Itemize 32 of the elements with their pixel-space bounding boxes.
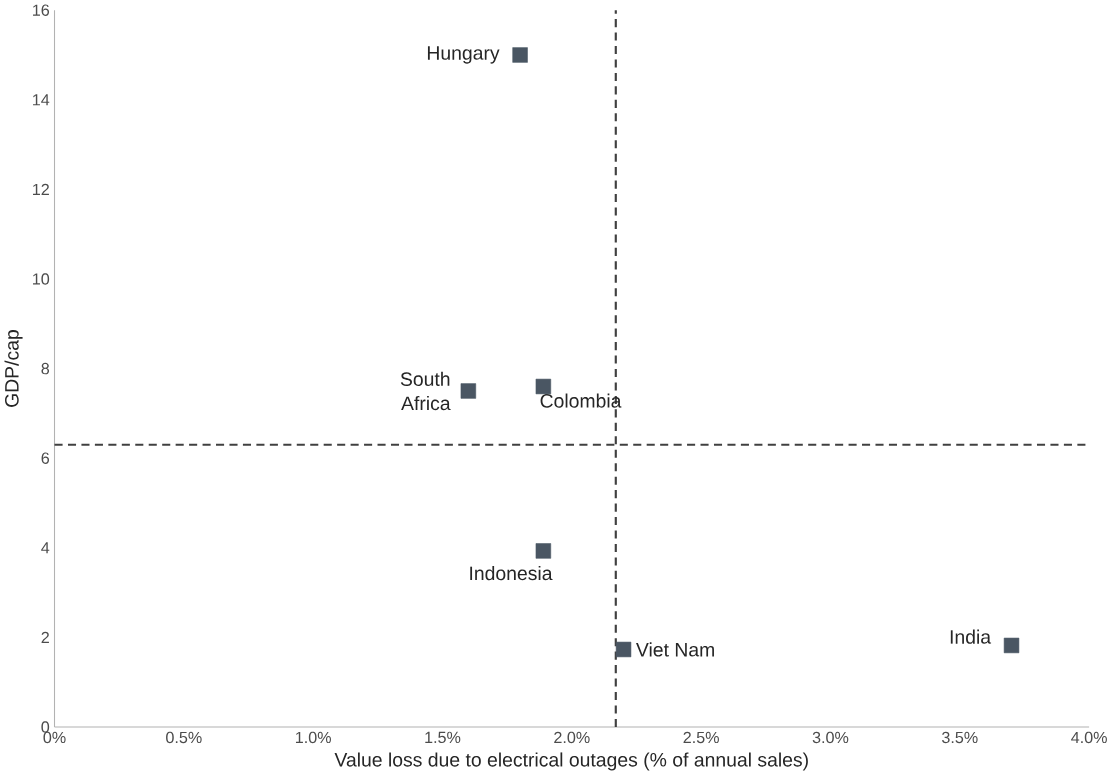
y-tick-label: 8 <box>41 362 50 375</box>
x-tick-label: 1.0% <box>295 731 331 744</box>
point <box>615 641 632 658</box>
annotation: Viet Nam <box>636 642 714 657</box>
point <box>535 543 552 559</box>
point <box>460 383 477 399</box>
y-tick-label: 16 <box>33 4 50 16</box>
x-tick-label: 0% <box>43 731 66 744</box>
point <box>1003 637 1020 654</box>
y-tick-label: 10 <box>33 273 50 285</box>
x-tick-label: 3.5% <box>942 731 978 744</box>
annotation: South Africa <box>400 371 451 411</box>
point <box>512 47 528 63</box>
y-tick-label: 0 <box>41 721 50 733</box>
x-tick-label: 1.5% <box>425 731 461 744</box>
annotation: India <box>950 629 992 644</box>
x-tick-label: 3.0% <box>812 731 849 744</box>
annotation: Indonesia <box>470 566 553 581</box>
y-tick-label: 2 <box>41 631 49 644</box>
x-axis-title: Value loss due to electrical outages (% of annual sales) <box>334 752 808 771</box>
x-tick-label: 2.0% <box>554 731 590 744</box>
y-tick-label: 14 <box>33 94 50 106</box>
annotation: Colombia <box>540 393 622 408</box>
x-tick-label: 2.5% <box>683 731 719 744</box>
x-tick-label: 0.5% <box>166 731 202 744</box>
y-axis-title: GDP/cap <box>4 330 23 407</box>
y-tick-label: 12 <box>33 183 49 196</box>
point <box>535 378 552 395</box>
y-tick-label: 4 <box>41 542 50 554</box>
x-tick-label: 4.0% <box>1071 731 1107 744</box>
y-tick-label: 6 <box>41 452 50 464</box>
annotation: Hungary <box>427 46 500 64</box>
